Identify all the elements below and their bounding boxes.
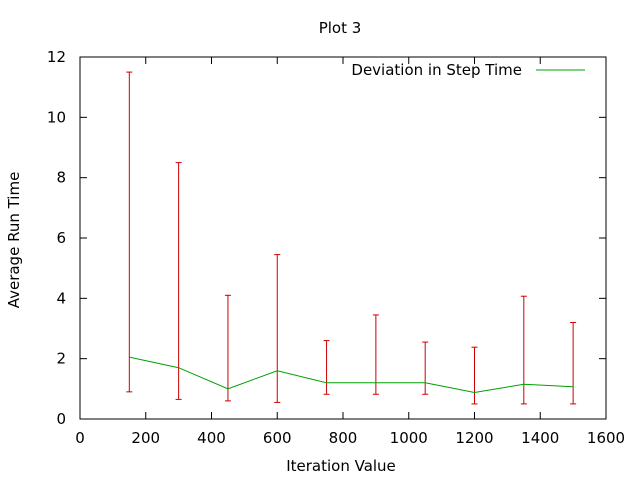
y-axis-label: Average Run Time — [5, 172, 23, 309]
axis-ticks — [79, 56, 607, 420]
x-axis-label: Iteration Value — [286, 457, 396, 475]
legend: Deviation in Step Time — [351, 61, 585, 79]
y-tick-label: 10 — [47, 108, 66, 126]
x-tick-label: 200 — [131, 429, 160, 447]
y-tick-labels: 0 2 4 6 8 10 12 — [47, 48, 66, 428]
y-tick-label: 0 — [56, 410, 66, 428]
x-tick-labels: 0 200 400 600 800 1000 1200 1400 1600 — [75, 429, 625, 447]
legend-label: Deviation in Step Time — [351, 61, 522, 79]
x-tick-label: 600 — [263, 429, 292, 447]
x-tick-label: 1400 — [521, 429, 559, 447]
y-tick-label: 8 — [56, 169, 66, 187]
y-tick-label: 6 — [56, 229, 66, 247]
error-bars — [126, 71, 577, 405]
series-lines — [129, 356, 574, 393]
x-tick-label: 0 — [75, 429, 85, 447]
series-line — [129, 356, 574, 393]
x-tick-label: 800 — [329, 429, 358, 447]
x-tick-label: 400 — [197, 429, 226, 447]
y-tick-label: 2 — [56, 350, 66, 368]
chart-title: Plot 3 — [319, 19, 362, 37]
plot-frame — [79, 56, 607, 420]
x-tick-label: 1000 — [390, 429, 428, 447]
x-tick-label: 1200 — [455, 429, 493, 447]
x-tick-label: 1600 — [587, 429, 625, 447]
y-tick-label: 12 — [47, 48, 66, 66]
y-tick-label: 4 — [56, 289, 66, 307]
